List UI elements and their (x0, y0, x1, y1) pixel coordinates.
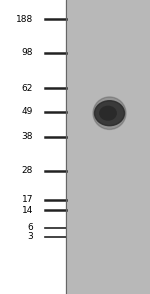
Ellipse shape (100, 106, 116, 120)
Text: 38: 38 (21, 132, 33, 141)
Text: 188: 188 (16, 15, 33, 24)
Text: 28: 28 (22, 166, 33, 175)
Text: 3: 3 (27, 232, 33, 241)
Text: 17: 17 (21, 196, 33, 204)
Bar (66, 0, 150, 294)
Text: 14: 14 (22, 206, 33, 215)
Ellipse shape (94, 101, 124, 126)
Ellipse shape (93, 97, 126, 129)
Text: 98: 98 (21, 49, 33, 57)
Text: 49: 49 (22, 107, 33, 116)
Text: 6: 6 (27, 223, 33, 232)
Bar (0, 0, 66, 294)
Text: 62: 62 (22, 84, 33, 93)
